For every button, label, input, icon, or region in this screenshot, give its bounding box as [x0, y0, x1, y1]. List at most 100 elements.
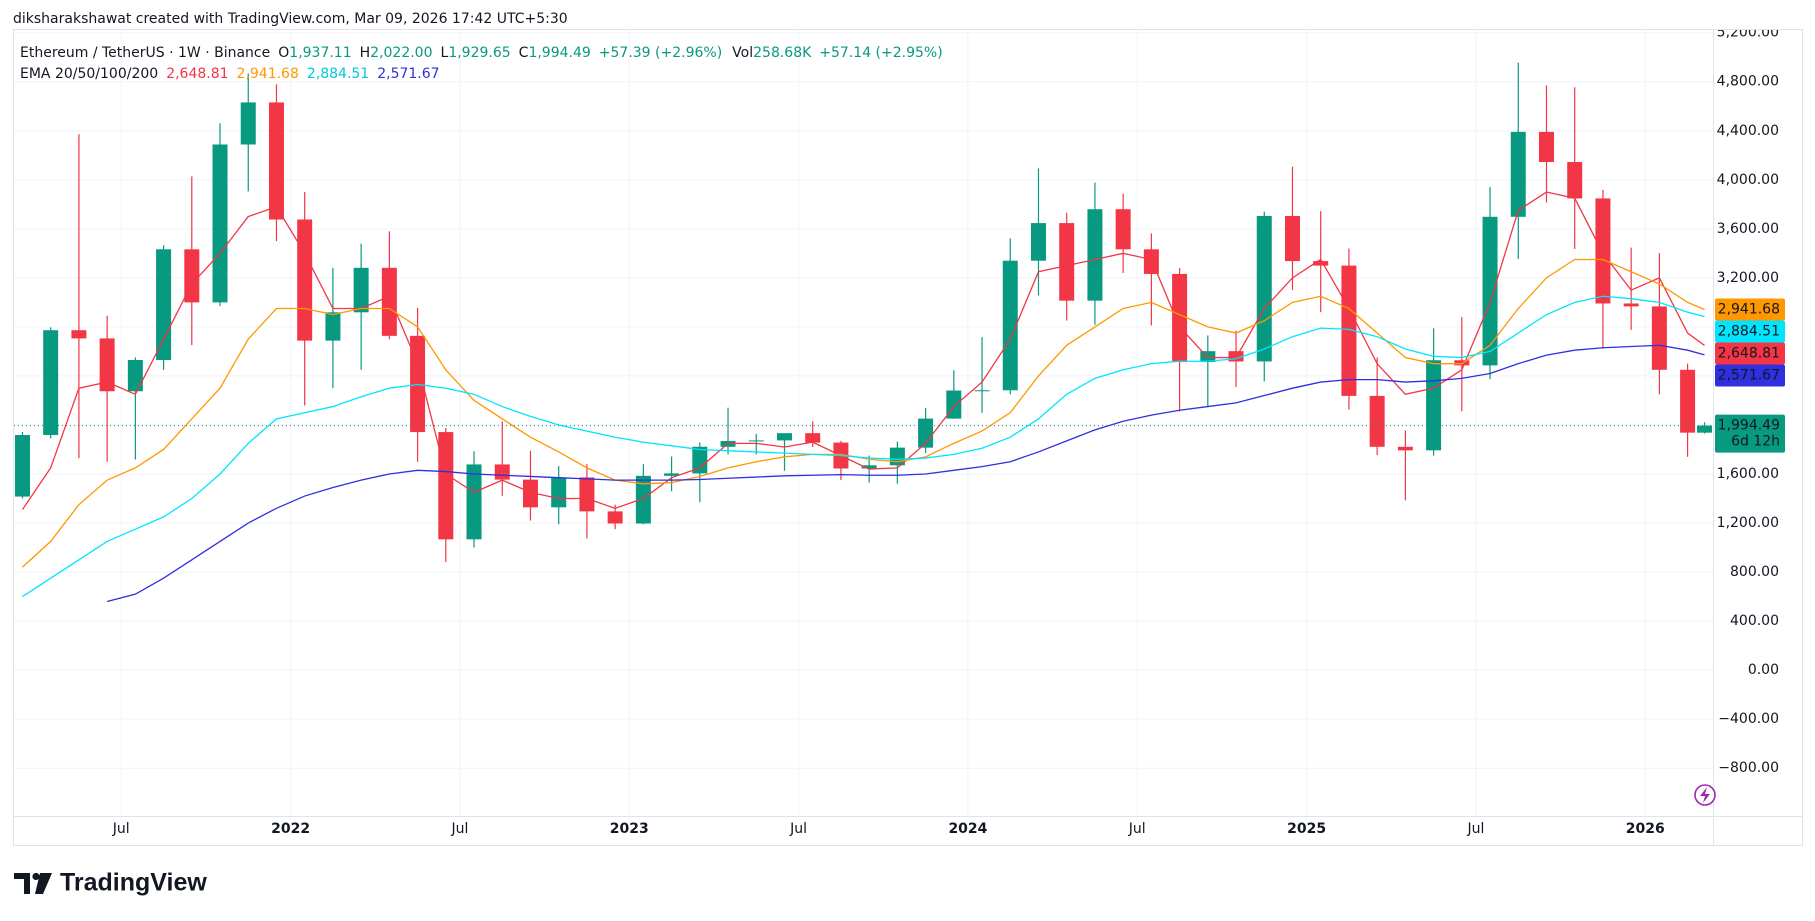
x-tick-label: 2023 — [610, 821, 649, 837]
legend-item: 2,884.51 — [307, 66, 369, 82]
y-tick-label: −400.00 — [1718, 711, 1779, 727]
candle-body — [240, 102, 256, 145]
candle-body — [1172, 273, 1188, 363]
price-badge-label: 2,884.51 — [1718, 324, 1780, 340]
brand: TradingView — [60, 869, 207, 897]
candle-body — [1538, 131, 1554, 163]
candle-body — [212, 144, 228, 303]
candle-body — [1115, 209, 1131, 250]
price-badge-label: 2,648.81 — [1718, 346, 1780, 362]
price-badge — [1715, 320, 1785, 343]
logo-mark — [14, 873, 30, 894]
candle-body — [918, 418, 934, 448]
logo-dot — [32, 872, 40, 881]
price-badge-label: 2,941.68 — [1718, 302, 1780, 318]
price-badge-label: 6d 12h — [1731, 434, 1780, 450]
candle-body — [692, 446, 708, 474]
candle-body — [381, 267, 397, 336]
candle-body — [1651, 306, 1667, 370]
legend-item: 1,929.65 — [448, 45, 510, 61]
y-tick-label: 4,400.00 — [1717, 123, 1779, 139]
x-tick-label: 2024 — [948, 821, 987, 837]
legend-item: 2,648.81 — [166, 66, 228, 82]
ema-line — [22, 258, 1705, 568]
ema-line — [106, 344, 1705, 603]
legend-row: EMA 20/50/100/200 2,648.81 2,941.68 2,884.5… — [20, 66, 440, 82]
y-tick-label: 4,000.00 — [1717, 172, 1779, 188]
ema-line — [22, 295, 1705, 598]
price-badge — [1715, 342, 1785, 365]
candle-body — [1059, 223, 1075, 301]
candle-body — [1002, 260, 1018, 391]
y-tick-label: 3,200.00 — [1717, 270, 1779, 286]
candle-body — [1284, 215, 1300, 262]
candle-body — [1697, 425, 1713, 433]
candle-body — [494, 464, 510, 480]
y-tick-label: 1,200.00 — [1717, 515, 1779, 531]
legend-item: 2,941.68 — [237, 66, 299, 82]
replay-icon[interactable] — [1694, 784, 1716, 806]
grid — [14, 30, 1713, 816]
candle-body — [99, 338, 115, 392]
legend-item: 258.68K — [753, 45, 812, 61]
legend-item: 1,994.49 — [528, 45, 590, 61]
candle-body — [974, 390, 990, 392]
logo-mark — [35, 873, 52, 894]
legend-item: O — [278, 45, 289, 61]
price-badge — [1715, 364, 1785, 387]
candle-body — [1369, 395, 1385, 447]
candle-body — [1595, 198, 1611, 304]
candle-body — [43, 330, 59, 436]
legend-item: Ethereum / TetherUS · 1W · Binance — [20, 45, 270, 61]
candle-body — [1623, 303, 1639, 307]
x-tick-label: Jul — [112, 821, 130, 837]
candle-body — [1426, 360, 1442, 451]
candle-body — [466, 464, 482, 540]
candle-body — [1567, 162, 1583, 199]
candle-body — [522, 479, 538, 508]
y-tick-label: 1,600.00 — [1717, 466, 1779, 482]
x-tick-label: 2026 — [1626, 821, 1665, 837]
legend-item: Vol — [732, 45, 753, 61]
candle-body — [635, 475, 651, 524]
price-badge — [1715, 298, 1785, 321]
candle-body — [861, 465, 877, 469]
candle-body — [438, 432, 454, 540]
candle-body — [664, 473, 680, 476]
x-axis: Jul 2022 Jul 2023 Jul 2024 Jul 2025 Jul 2026 — [112, 821, 1665, 837]
candle-body — [1087, 209, 1103, 301]
candle-body — [1510, 131, 1526, 217]
legend-item: C — [519, 45, 529, 61]
candle-body — [71, 330, 87, 339]
candle-body — [607, 511, 623, 524]
candle-body — [748, 440, 764, 442]
candle-body — [805, 433, 821, 443]
candle-body — [1143, 249, 1159, 274]
candle-body — [156, 249, 172, 360]
candle-body — [579, 477, 595, 512]
candle-body — [1397, 446, 1413, 451]
legend-item: 1,937.11 — [289, 45, 351, 61]
y-tick-label: 400.00 — [1730, 613, 1779, 629]
candle-body — [1454, 360, 1470, 366]
legend-item: 2,022.00 — [370, 45, 432, 61]
candle-body — [1256, 215, 1272, 362]
candle-body — [325, 312, 341, 341]
price-badge-label: 1,994.49 — [1718, 418, 1780, 434]
x-tick-label: Jul — [1466, 821, 1484, 837]
legend-item: +57.39 (+2.96%) — [599, 45, 722, 61]
icon-bolt — [1700, 787, 1710, 803]
brand-logo: TradingView — [14, 869, 207, 897]
candle-body — [776, 433, 792, 441]
candle-body — [127, 359, 143, 392]
legend-item: EMA 20/50/100/200 — [20, 66, 158, 82]
ema-line — [21, 191, 1705, 510]
candle-body — [1030, 223, 1046, 261]
candle-body — [297, 219, 313, 341]
y-tick-label: −800.00 — [1718, 760, 1779, 776]
y-tick-label: 3,600.00 — [1717, 221, 1779, 237]
x-tick-label: Jul — [789, 821, 807, 837]
candle-body — [551, 477, 567, 508]
